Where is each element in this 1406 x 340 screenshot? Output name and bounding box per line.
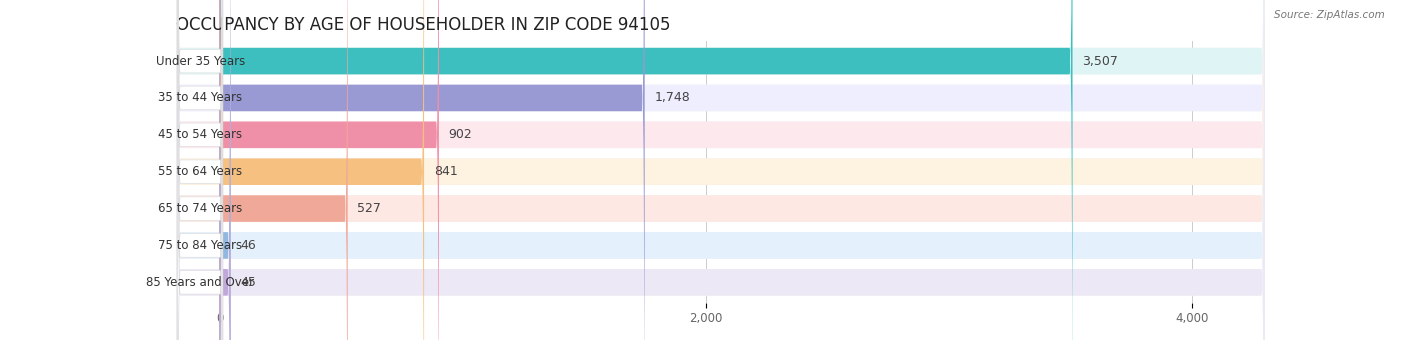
Text: 3,507: 3,507: [1083, 55, 1118, 68]
FancyBboxPatch shape: [176, 0, 1265, 340]
Text: 527: 527: [357, 202, 381, 215]
FancyBboxPatch shape: [219, 0, 439, 340]
FancyBboxPatch shape: [219, 0, 231, 340]
Text: Under 35 Years: Under 35 Years: [156, 55, 245, 68]
Text: 45 to 54 Years: 45 to 54 Years: [157, 128, 242, 141]
Text: 75 to 84 Years: 75 to 84 Years: [157, 239, 242, 252]
Text: Source: ZipAtlas.com: Source: ZipAtlas.com: [1274, 10, 1385, 20]
Text: 46: 46: [240, 239, 256, 252]
FancyBboxPatch shape: [219, 0, 425, 340]
FancyBboxPatch shape: [176, 0, 1265, 340]
FancyBboxPatch shape: [177, 0, 222, 340]
Text: 841: 841: [434, 165, 457, 178]
FancyBboxPatch shape: [219, 0, 1073, 340]
Text: 55 to 64 Years: 55 to 64 Years: [157, 165, 242, 178]
FancyBboxPatch shape: [176, 0, 1265, 340]
FancyBboxPatch shape: [176, 0, 1265, 340]
FancyBboxPatch shape: [176, 0, 1265, 340]
FancyBboxPatch shape: [219, 0, 231, 340]
FancyBboxPatch shape: [177, 0, 222, 340]
FancyBboxPatch shape: [176, 0, 1265, 340]
FancyBboxPatch shape: [176, 0, 1265, 340]
FancyBboxPatch shape: [177, 0, 222, 340]
FancyBboxPatch shape: [176, 0, 1265, 340]
FancyBboxPatch shape: [177, 0, 222, 340]
FancyBboxPatch shape: [219, 0, 347, 340]
FancyBboxPatch shape: [219, 0, 645, 340]
FancyBboxPatch shape: [176, 0, 1265, 340]
FancyBboxPatch shape: [176, 0, 1265, 340]
Text: 35 to 44 Years: 35 to 44 Years: [157, 91, 242, 104]
Text: 85 Years and Over: 85 Years and Over: [146, 276, 254, 289]
FancyBboxPatch shape: [177, 0, 222, 340]
FancyBboxPatch shape: [176, 0, 1265, 340]
FancyBboxPatch shape: [176, 0, 1265, 340]
Text: 1,748: 1,748: [654, 91, 690, 104]
Text: 45: 45: [240, 276, 256, 289]
Text: OCCUPANCY BY AGE OF HOUSEHOLDER IN ZIP CODE 94105: OCCUPANCY BY AGE OF HOUSEHOLDER IN ZIP C…: [176, 16, 671, 34]
Text: 902: 902: [449, 128, 472, 141]
FancyBboxPatch shape: [176, 0, 1265, 340]
FancyBboxPatch shape: [176, 0, 1265, 340]
FancyBboxPatch shape: [177, 0, 222, 340]
FancyBboxPatch shape: [177, 0, 222, 340]
Text: 65 to 74 Years: 65 to 74 Years: [157, 202, 242, 215]
